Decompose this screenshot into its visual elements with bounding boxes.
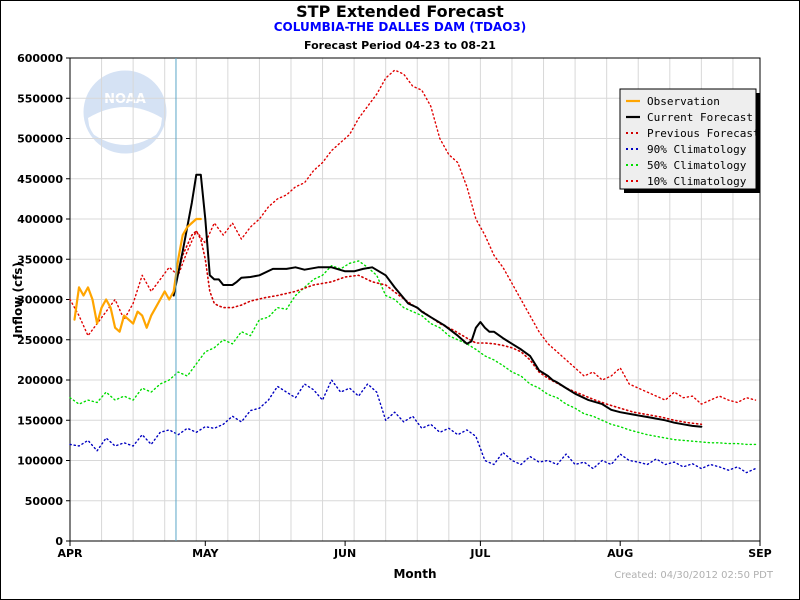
x-tick-label: JUN <box>333 547 356 560</box>
x-tick-label: APR <box>57 547 83 560</box>
legend-label-90-climatology: 90% Climatology <box>647 143 747 156</box>
y-tick-label: 550000 <box>17 92 63 105</box>
y-tick-label: 100000 <box>17 455 63 468</box>
noaa-logo: NOAA <box>83 70 167 154</box>
y-tick-label: 600000 <box>17 52 63 65</box>
y-tick-label: 200000 <box>17 374 63 387</box>
y-axis-label: Inflow (cfs) <box>11 262 25 338</box>
x-tick-label: MAY <box>192 547 219 560</box>
series-line-previous-forecast <box>172 230 703 426</box>
y-tick-label: 300000 <box>17 294 63 307</box>
y-tick-label: 150000 <box>17 414 63 427</box>
series-line-current-forecast <box>172 173 703 428</box>
x-axis: APR MAY JUN JUL AUG SEP <box>57 541 772 560</box>
y-tick-label: 500000 <box>17 133 63 146</box>
x-axis-label: Month <box>393 567 436 581</box>
legend-label-observation: Observation <box>647 95 720 108</box>
chart-subtitle: COLUMBIA-THE DALLES DAM (TDAO3) <box>274 20 527 34</box>
legend-label-50-climatology: 50% Climatology <box>647 159 747 172</box>
series-line-50-climatology <box>69 260 757 446</box>
legend-label-10-climatology: 10% Climatology <box>647 175 747 188</box>
x-tick-label: SEP <box>748 547 772 560</box>
y-tick-label: 400000 <box>17 213 63 226</box>
created-timestamp: Created: 04/30/2012 02:50 PDT <box>614 570 774 581</box>
legend-label-previous-forecast: Previous Forecast <box>647 127 760 140</box>
series-line-90-climatology <box>69 379 757 474</box>
series-line-observation <box>73 217 202 333</box>
y-tick-label: 450000 <box>17 173 63 186</box>
y-tick-label: 350000 <box>17 253 63 266</box>
noaa-logo-text: NOAA <box>104 92 146 107</box>
x-tick-label: JUL <box>469 547 490 560</box>
chart-title: STP Extended Forecast <box>296 2 504 21</box>
y-tick-label: 0 <box>55 535 63 548</box>
legend: Observation Current Forecast Previous Fore… <box>619 88 760 193</box>
legend-label-current-forecast: Current Forecast <box>647 111 753 124</box>
y-tick-label: 50000 <box>25 495 64 508</box>
forecast-period: Forecast Period 04-23 to 08-21 <box>304 39 496 52</box>
y-axis: 0 50000 100000 150000 200000 250000 300000 3500… <box>17 52 70 548</box>
x-tick-label: AUG <box>607 547 633 560</box>
series-line-10-climatology <box>69 69 757 405</box>
grid <box>70 58 760 541</box>
series-group <box>69 69 757 474</box>
y-tick-label: 250000 <box>17 334 63 347</box>
